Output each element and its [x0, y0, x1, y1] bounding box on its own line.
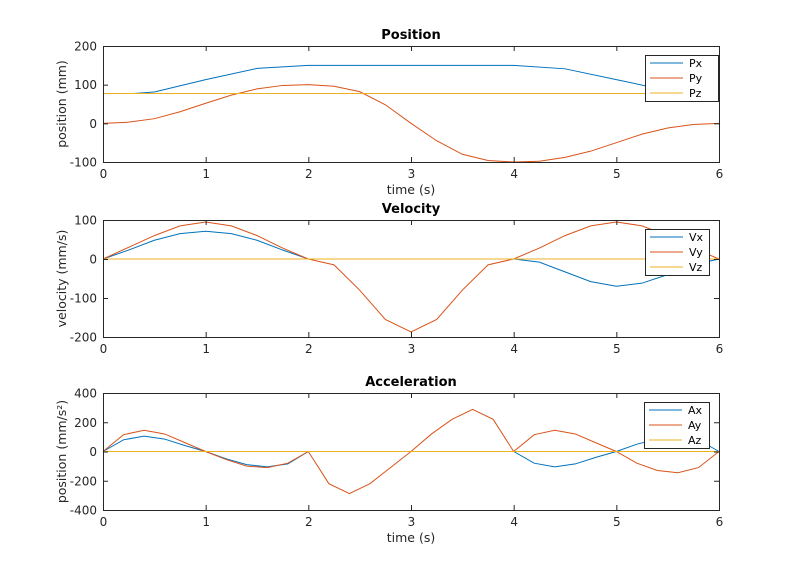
y-tick-label: 100	[74, 214, 97, 228]
x-tick-label: 4	[510, 167, 518, 181]
x-tick-label: 5	[613, 342, 621, 356]
x-tick-label: 0	[100, 515, 108, 529]
legend-label: Px	[689, 57, 703, 70]
x-tick-label: 4	[510, 515, 518, 529]
legend: Px Py Pz	[645, 55, 719, 102]
x-tick-label: 5	[613, 515, 621, 529]
chart-panel-velocity: 0 1 2 3 4 5 6 -200 -100 0 100 Velocity velocity (mm/…	[54, 202, 723, 356]
y-tick-label: 0	[89, 445, 97, 459]
chart-title: Acceleration	[365, 375, 457, 390]
legend-label: Vz	[689, 261, 703, 274]
chart-title: Velocity	[382, 202, 441, 217]
y-tick-label: 0	[89, 253, 97, 267]
x-tick-label: 0	[100, 342, 108, 356]
legend-label: Vx	[689, 231, 704, 244]
series-line-py	[102, 84, 720, 163]
y-tick-label: 0	[89, 117, 97, 131]
x-tick-label: 2	[305, 167, 313, 181]
x-tick-label: 2	[305, 342, 313, 356]
x-tick-label: 4	[510, 342, 518, 356]
x-tick-label: 3	[408, 342, 416, 356]
y-tick-label: -100	[70, 292, 97, 306]
plot-area	[103, 220, 719, 337]
series-line-px	[133, 64, 720, 95]
chart-title: Position	[381, 28, 441, 43]
plot-area	[103, 46, 719, 162]
legend: Vx Vy Vz	[645, 229, 710, 276]
x-tick-label: 5	[613, 167, 621, 181]
legend-label: Py	[689, 72, 703, 85]
x-axis-label: time (s)	[387, 182, 435, 197]
legend-label: Ax	[688, 404, 703, 417]
x-tick-label: 0	[100, 167, 108, 181]
y-tick-label: -200	[70, 474, 97, 488]
y-tick-label: -400	[70, 504, 97, 518]
x-tick-label: 3	[408, 167, 416, 181]
x-tick-label: 1	[202, 342, 210, 356]
legend-label: Ay	[688, 419, 702, 432]
x-tick-label: 6	[716, 167, 724, 181]
y-tick-label: 400	[74, 387, 97, 401]
x-tick-label: 3	[408, 515, 416, 529]
y-tick-label: 200	[74, 416, 97, 430]
x-tick-label: 1	[202, 515, 210, 529]
y-axis-label: position (mm/s²)	[54, 400, 69, 503]
x-tick-label: 6	[716, 342, 724, 356]
legend-label: Vy	[689, 246, 703, 259]
legend-label: Az	[688, 434, 702, 447]
legend-label: Pz	[689, 87, 702, 100]
x-axis-label: time (s)	[387, 530, 435, 545]
x-tick-label: 2	[305, 515, 313, 529]
x-tick-label: 1	[202, 167, 210, 181]
y-tick-label: -200	[70, 331, 97, 345]
y-tick-label: 100	[74, 78, 97, 92]
y-axis-label: position (mm)	[54, 60, 69, 148]
y-axis-label: velocity (mm/s)	[54, 230, 69, 328]
chart-panel-acceleration: 0 1 2 3 4 5 6 -400 -200 0 200 400 Acceleration time (…	[54, 375, 723, 545]
legend: Ax Ay Az	[644, 402, 710, 449]
y-tick-label: 200	[74, 40, 97, 54]
x-tick-label: 6	[716, 515, 724, 529]
y-tick-label: -100	[70, 156, 97, 170]
